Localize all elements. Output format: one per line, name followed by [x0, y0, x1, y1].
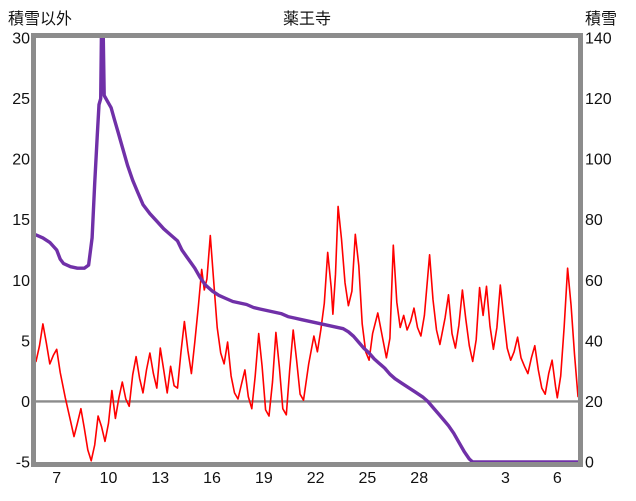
chart-title: 薬王寺	[282, 11, 331, 28]
right-axis-tick-label: 140	[585, 31, 612, 48]
right-axis-title: 積雪	[585, 11, 618, 28]
x-axis-tick-label: 6	[553, 470, 562, 487]
x-axis-tick-label: 25	[359, 470, 377, 487]
x-axis-tick-label: 22	[307, 470, 325, 487]
right-axis-tick-label: 60	[585, 273, 603, 290]
plot-frame	[31, 33, 583, 467]
left-axis-tick-label: 5	[21, 333, 30, 350]
right-axis-tick-label: 80	[585, 212, 603, 229]
right-axis-tick-label: 120	[585, 91, 612, 108]
plot-background	[36, 38, 578, 462]
left-axis-tick-label: 30	[12, 31, 30, 48]
x-axis-tick-label: 3	[501, 470, 510, 487]
x-axis-tick-label: 7	[52, 470, 61, 487]
left-axis-tick-label: 10	[12, 273, 30, 290]
x-axis-tick-label: 10	[100, 470, 118, 487]
snow-depth-line	[36, 38, 578, 462]
right-axis-tick-label: 40	[585, 333, 603, 350]
left-axis-tick-label: -5	[16, 455, 30, 472]
x-axis-tick-label: 28	[410, 470, 428, 487]
x-axis-tick-label: 13	[151, 470, 169, 487]
temperature-line	[36, 205, 578, 462]
left-axis-title: 積雪以外	[8, 11, 73, 28]
right-axis-tick-label: 0	[585, 455, 594, 472]
left-axis-tick-label: 25	[12, 91, 30, 108]
x-axis-tick-label: 16	[203, 470, 221, 487]
left-axis-tick-label: 20	[12, 152, 30, 169]
right-axis-tick-label: 100	[585, 152, 612, 169]
x-axis-tick-label: 19	[255, 470, 273, 487]
left-axis-tick-label: 0	[21, 394, 30, 411]
right-axis-tick-label: 20	[585, 394, 603, 411]
left-axis-tick-label: 15	[12, 212, 30, 229]
